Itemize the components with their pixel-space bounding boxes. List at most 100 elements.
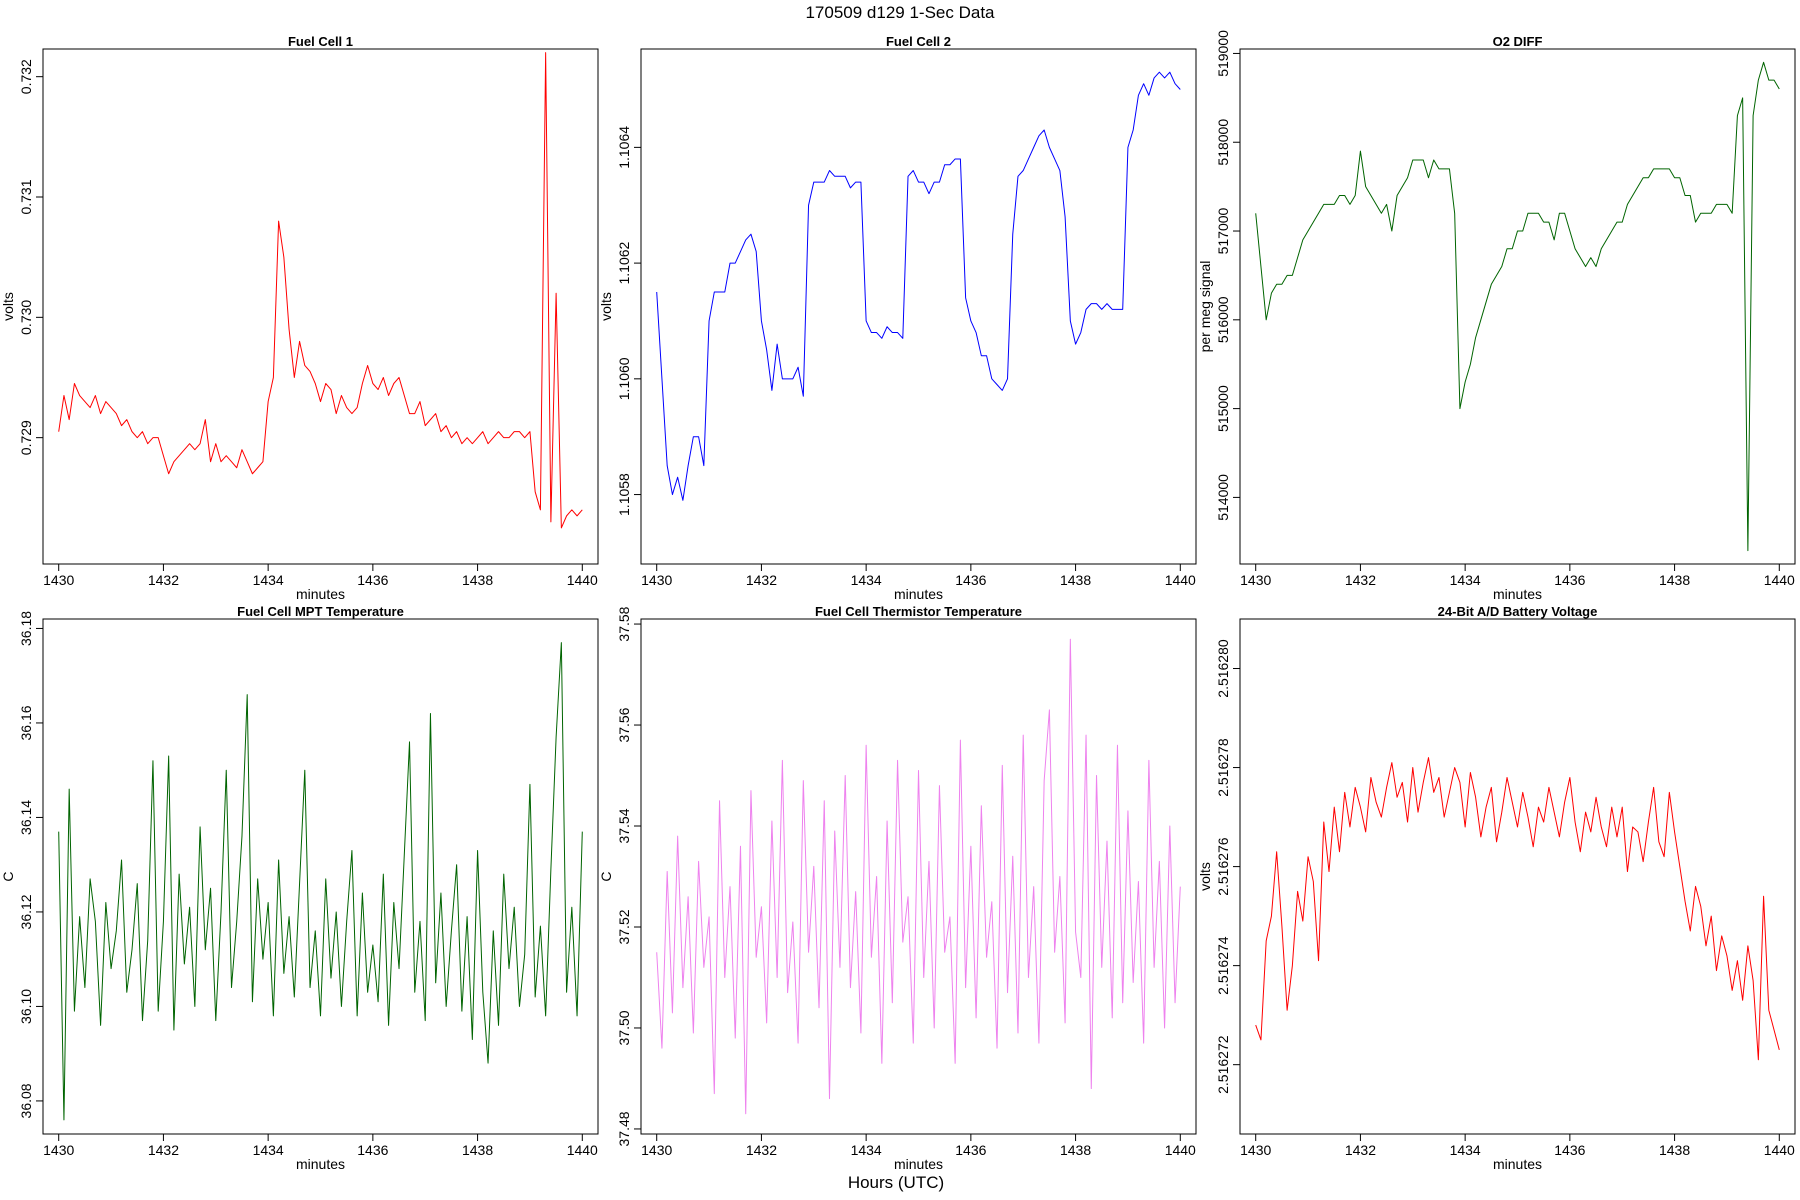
y-tick-label: 0.732 [18, 59, 34, 94]
x-tick-label: 1436 [357, 1142, 388, 1158]
y-axis-label: volts [1197, 862, 1213, 891]
y-tick-label: 36.18 [18, 611, 34, 646]
x-tick-label: 1432 [1345, 1142, 1376, 1158]
x-tick-label: 1436 [357, 572, 388, 588]
x-tick-label: 1432 [746, 1142, 777, 1158]
y-tick-label: 2.516276 [1215, 837, 1231, 896]
outer-x-axis-label: Hours (UTC) [848, 1173, 944, 1192]
x-tick-label: 1436 [1554, 1142, 1585, 1158]
x-tick-label: 1438 [462, 572, 493, 588]
panel-title: Fuel Cell 2 [886, 34, 951, 49]
chart-panel: Fuel Cell 1 minutes volts 1430 1432 1434 1436 1… [0, 34, 599, 602]
y-tick-label: 514000 [1215, 474, 1231, 521]
x-tick-label: 1434 [1450, 1142, 1481, 1158]
series-line [656, 71, 1181, 501]
x-tick-label: 1440 [567, 1142, 598, 1158]
y-tick-label: 36.14 [18, 800, 34, 835]
y-tick-label: 37.52 [616, 909, 632, 944]
x-axis-label: minutes [1493, 586, 1542, 602]
y-tick-label: 2.516274 [1215, 936, 1231, 995]
y-tick-label: 37.56 [616, 707, 632, 742]
panel-title: Fuel Cell Thermistor Temperature [815, 604, 1022, 619]
y-tick-label: 0.731 [18, 179, 34, 214]
series-line [58, 642, 583, 1121]
x-axis-label: minutes [296, 1156, 345, 1172]
series-line [656, 638, 1181, 1115]
x-tick-label: 1438 [1659, 1142, 1690, 1158]
chart-panel: Fuel Cell MPT Temperature minutes C 1430 143… [0, 604, 599, 1172]
y-axis-label: per meg signal [1197, 261, 1213, 353]
y-tick-label: 1.1058 [616, 473, 632, 516]
chart-panel: Fuel Cell 2 minutes volts 1430 1432 1434 1436 1… [598, 34, 1197, 602]
x-tick-label: 1440 [1764, 1142, 1795, 1158]
x-tick-label: 1440 [567, 572, 598, 588]
panel-title: Fuel Cell 1 [288, 34, 353, 49]
series-line [58, 52, 583, 529]
x-tick-label: 1434 [253, 1142, 284, 1158]
plot-frame [42, 618, 599, 1135]
y-tick-label: 519000 [1215, 30, 1231, 77]
x-tick-label: 1432 [148, 1142, 179, 1158]
x-tick-label: 1432 [1345, 572, 1376, 588]
plot-frame [42, 48, 599, 565]
y-tick-label: 2.516280 [1215, 639, 1231, 698]
x-tick-label: 1434 [253, 572, 284, 588]
plot-frame [1239, 48, 1796, 565]
x-tick-label: 1430 [1240, 572, 1271, 588]
x-tick-label: 1436 [955, 1142, 986, 1158]
y-tick-label: 517000 [1215, 207, 1231, 254]
chart-panel: O2 DIFF minutes per meg signal 1430 1432 1434… [1197, 30, 1796, 602]
x-axis-label: minutes [894, 586, 943, 602]
chart-panel: 24-Bit A/D Battery Voltage minutes volts 14… [1197, 604, 1796, 1172]
y-tick-label: 2.516278 [1215, 738, 1231, 797]
y-axis-label: volts [0, 292, 16, 321]
y-tick-label: 518000 [1215, 119, 1231, 166]
chart-panel: Fuel Cell Thermistor Temperature minutes C… [598, 604, 1197, 1172]
y-tick-label: 36.12 [18, 894, 34, 929]
x-tick-label: 1430 [641, 572, 672, 588]
figure-title: 170509 d129 1-Sec Data [805, 3, 995, 22]
y-tick-label: 37.48 [616, 1111, 632, 1146]
chart-panels: Fuel Cell 1 minutes volts 1430 1432 1434 1436 1… [0, 30, 1796, 1172]
y-tick-label: 37.54 [616, 808, 632, 843]
y-tick-label: 36.08 [18, 1083, 34, 1118]
x-tick-label: 1432 [148, 572, 179, 588]
plot-frame [640, 618, 1197, 1135]
y-axis-label: C [598, 871, 614, 881]
series-line [1255, 757, 1780, 1061]
x-tick-label: 1432 [746, 572, 777, 588]
x-tick-label: 1434 [851, 572, 882, 588]
y-tick-label: 1.1064 [616, 126, 632, 169]
x-tick-label: 1438 [1659, 572, 1690, 588]
x-tick-label: 1430 [1240, 1142, 1271, 1158]
series-line [1255, 61, 1780, 552]
x-tick-label: 1434 [851, 1142, 882, 1158]
plot-frame [640, 48, 1197, 565]
y-tick-label: 515000 [1215, 385, 1231, 432]
x-tick-label: 1430 [641, 1142, 672, 1158]
x-axis-label: minutes [296, 586, 345, 602]
y-axis-label: volts [598, 292, 614, 321]
x-tick-label: 1440 [1764, 572, 1795, 588]
y-axis-label: C [0, 871, 16, 881]
x-tick-label: 1438 [462, 1142, 493, 1158]
x-tick-label: 1440 [1165, 1142, 1196, 1158]
x-axis-label: minutes [894, 1156, 943, 1172]
y-tick-label: 36.16 [18, 705, 34, 740]
y-tick-label: 0.729 [18, 420, 34, 455]
panel-title: 24-Bit A/D Battery Voltage [1438, 604, 1598, 619]
x-tick-label: 1434 [1450, 572, 1481, 588]
y-tick-label: 37.50 [616, 1010, 632, 1045]
x-tick-label: 1436 [1554, 572, 1585, 588]
y-tick-label: 1.1062 [616, 241, 632, 284]
x-tick-label: 1436 [955, 572, 986, 588]
y-tick-label: 1.1060 [616, 357, 632, 400]
y-tick-label: 36.10 [18, 989, 34, 1024]
y-tick-label: 0.730 [18, 300, 34, 335]
x-tick-label: 1438 [1060, 572, 1091, 588]
y-tick-label: 2.516272 [1215, 1035, 1231, 1094]
x-tick-label: 1438 [1060, 1142, 1091, 1158]
x-tick-label: 1430 [43, 572, 74, 588]
x-tick-label: 1430 [43, 1142, 74, 1158]
